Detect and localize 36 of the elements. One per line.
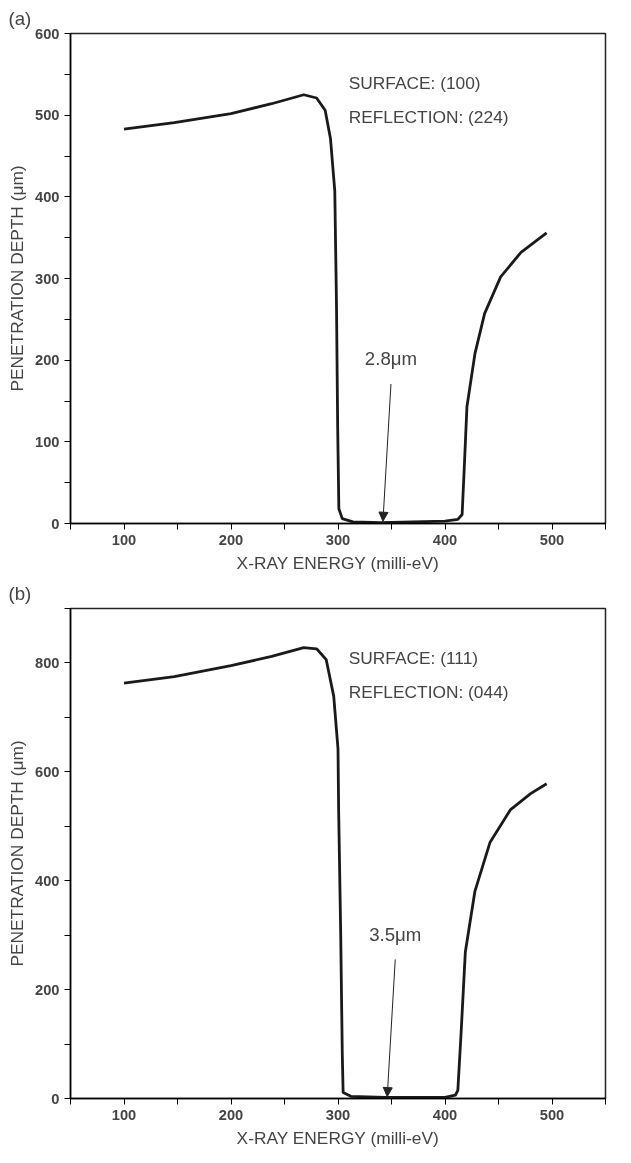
annotation: SURFACE: (100) <box>348 72 481 93</box>
x-tick-label: 400 <box>432 1106 458 1123</box>
y-tick-label: 200 <box>35 352 60 369</box>
annotation: 2.8μm <box>364 348 418 370</box>
x-tick-label: 500 <box>539 531 565 548</box>
y-tick-label: 0 <box>51 1090 60 1107</box>
chart-title: (b) <box>8 582 32 604</box>
y-tick-label: 200 <box>35 981 60 998</box>
y-tick-label: 0 <box>51 515 60 532</box>
x-tick-label: 300 <box>325 1106 351 1123</box>
x-tick-label: 300 <box>325 531 351 548</box>
line-series <box>122 646 549 1099</box>
y-tick-label: 300 <box>35 270 60 287</box>
x-tick-label: 200 <box>218 1106 244 1123</box>
x-axis-title: X-RAY ENERGY (milli-eV) <box>236 552 439 573</box>
x-tick-label: 200 <box>218 531 244 548</box>
y-tick-label: 400 <box>35 872 60 889</box>
x-tick-label: 400 <box>432 531 458 548</box>
y-tick-label: 500 <box>35 107 60 124</box>
x-tick-label: 100 <box>111 531 137 548</box>
chart-title: (a) <box>8 7 32 29</box>
line-series <box>122 93 549 524</box>
x-tick-label: 500 <box>539 1106 565 1123</box>
y-tick-label: 400 <box>35 188 60 205</box>
x-axis-title: X-RAY ENERGY (milli-eV) <box>236 1127 439 1148</box>
y-tick-label: 600 <box>35 25 60 42</box>
annotation: SURFACE: (111) <box>348 647 479 668</box>
annotation: REFLECTION: (044) <box>348 681 509 702</box>
y-axis-title: PENETRATION DEPTH (μm) <box>7 165 28 392</box>
annotation: 3.5μm <box>369 923 422 945</box>
y-tick-label: 100 <box>35 433 60 450</box>
x-tick-label: 100 <box>111 1106 137 1123</box>
y-axis-title: PENETRATION DEPTH (μm) <box>7 740 28 967</box>
y-tick-label: 600 <box>35 763 60 780</box>
y-tick-label: 800 <box>35 654 60 671</box>
annotation: REFLECTION: (224) <box>348 106 509 127</box>
